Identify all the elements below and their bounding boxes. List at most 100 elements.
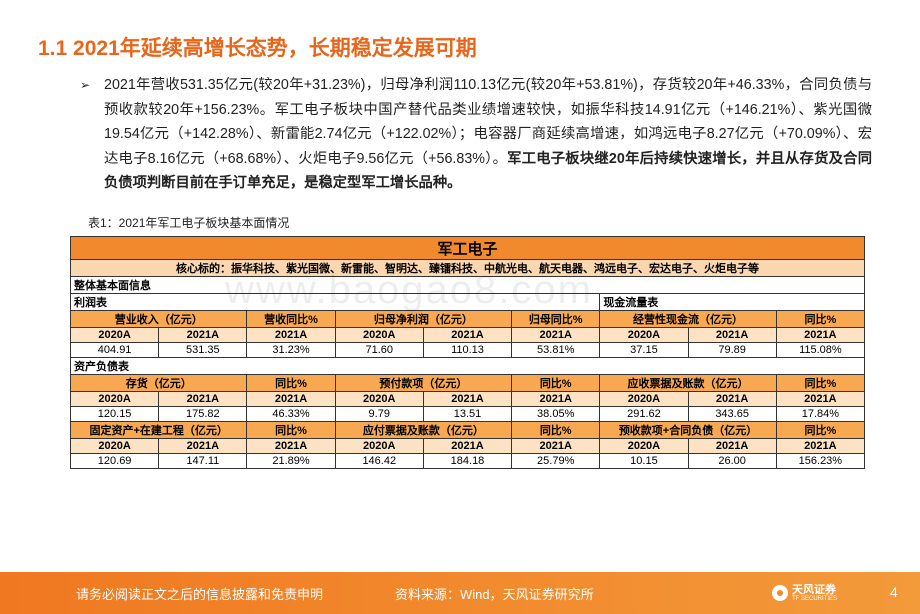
table-cell: 46.33% (246, 406, 336, 422)
table-cell: 26.00 (687, 453, 777, 469)
table-row: 固定资产+在建工程（亿元） 同比% 应付票据及账款（亿元） 同比% 预收款项+合同负债（… (69, 421, 866, 439)
table-cell: 37.15 (599, 342, 689, 358)
table-cell: 21.89% (246, 453, 336, 469)
table-row: 120.69 147.11 21.89% 146.42 184.18 25.79% 10.1… (69, 453, 866, 469)
table-cell: 2020A (334, 438, 424, 454)
table-cell: 2021A (158, 327, 248, 343)
table-cell: 归母同比% (511, 310, 601, 328)
table-cell: 同比% (511, 421, 601, 439)
table-row: 资产负债表 (70, 357, 865, 375)
disclaimer: 请务必阅读正文之后的信息披露和免责申明 (76, 587, 324, 602)
logo: 天风证券 (792, 584, 836, 596)
table-cell: 110.13 (422, 342, 513, 358)
table-cell: 归母净利润（亿元） (334, 310, 513, 328)
table-cell: 404.91 (69, 342, 160, 358)
table-cell: 53.81% (511, 342, 601, 358)
source: 资料来源：Wind，天风证券研究所 (395, 587, 594, 602)
table-cell: 2020A (69, 438, 160, 454)
table-cell: 2021A (687, 391, 777, 407)
table-row: 军工电子 (70, 236, 865, 260)
table-cell: 2020A (334, 391, 424, 407)
table-cell: 147.11 (158, 453, 248, 469)
table-cell: 2021A (422, 438, 513, 454)
table-row: 120.15 175.82 46.33% 9.79 13.51 38.05% 291.62 3… (69, 406, 866, 422)
table-cell: 2020A (599, 327, 689, 343)
table-cell: 军工电子 (70, 236, 865, 260)
table-cell: 应收票据及账款（亿元） (599, 374, 777, 392)
table-cell: 经营性现金流（亿元） (599, 310, 777, 328)
data-table: 军工电子 核心标的：振华科技、紫光国微、新雷能、智明达、臻镭科技、中航光电、航天电… (69, 236, 866, 469)
table-cell: 同比% (246, 374, 336, 392)
table-row: 存货（亿元） 同比% 预付款项（亿元） 同比% 应收票据及账款（亿元） 同比% (69, 374, 866, 392)
table-cell: 2021A (422, 391, 513, 407)
table-cell: 应付票据及账款（亿元） (334, 421, 513, 439)
table-cell: 79.89 (687, 342, 777, 358)
table-cell: 2020A (599, 438, 689, 454)
table-cell: 预付款项（亿元） (334, 374, 513, 392)
table-cell: 同比% (775, 421, 866, 439)
table-cell: 2021A (775, 391, 866, 407)
table-cell: 2021A (775, 438, 866, 454)
table-cell: 2021A (158, 391, 248, 407)
table-cell: 2020A (69, 327, 160, 343)
table-cell: 2021A (246, 327, 336, 343)
table-cell: 291.62 (599, 406, 689, 422)
table-row: 2020A 2021A 2021A 2020A 2021A 2021A 2020A 2021A… (69, 327, 866, 343)
table-cell: 资产负债表 (70, 357, 865, 375)
footer: 请务必阅读正文之后的信息披露和免责申明 资料来源：Wind，天风证券研究所 天风… (0, 572, 920, 614)
table-cell: 2021A (687, 327, 777, 343)
table-cell: 115.08% (775, 342, 866, 358)
text: 2021年营收531.35亿元(较20年+31.23%)，归母净利润110.13… (104, 77, 872, 167)
bullet-paragraph: 2021年营收531.35亿元(较20年+31.23%)，归母净利润110.13… (80, 73, 872, 196)
table-cell: 2021A (246, 391, 336, 407)
table-cell: 13.51 (422, 406, 513, 422)
table-cell: 343.65 (687, 406, 777, 422)
table-cell: 146.42 (334, 453, 424, 469)
table-cell: 营收同比% (246, 310, 336, 328)
bold-text: 军工电子板块继20年后持续快速增长，并且从存货及合同负债项判断目前在手订单充足，… (104, 150, 872, 192)
logo-en: TF SECURITIES (792, 596, 838, 602)
table-cell: 2021A (775, 327, 866, 343)
table-cell: 营业收入（亿元） (69, 310, 248, 328)
table-cell: 38.05% (511, 406, 601, 422)
table-cell: 2020A (334, 327, 424, 343)
table-cell: 同比% (775, 310, 866, 328)
caption: 表1：2021年军工电子板块基本面情况 (88, 216, 290, 230)
table-cell: 2021A (246, 438, 336, 454)
table-cell: 531.35 (158, 342, 248, 358)
table-cell: 2020A (599, 391, 689, 407)
title: 1.1 2021年延续高增长态势，长期稳定发展可期 (38, 37, 477, 60)
table-cell: 同比% (511, 374, 601, 392)
watermark: www.baogao8.com (225, 268, 593, 312)
table-cell: 71.60 (334, 342, 424, 358)
page-number: 4 (890, 584, 898, 600)
table-cell: 156.23% (775, 453, 866, 469)
table-row: 2020A 2021A 2021A 2020A 2021A 2021A 2020A 2021A… (69, 438, 866, 454)
table-cell: 2021A (687, 438, 777, 454)
table-cell: 120.69 (69, 453, 160, 469)
table-cell: 2021A (422, 327, 513, 343)
table-cell: 2021A (511, 438, 601, 454)
table-cell: 同比% (775, 374, 866, 392)
table-cell: 2021A (511, 327, 601, 343)
table-cell: 175.82 (158, 406, 248, 422)
table-cell: 25.79% (511, 453, 601, 469)
table-row: 404.91 531.35 31.23% 71.60 110.13 53.81% 37.15… (69, 342, 866, 358)
table-cell: 9.79 (334, 406, 424, 422)
table-row: 营业收入（亿元） 营收同比% 归母净利润（亿元） 归母同比% 经营性现金流（亿元） 同比% (69, 310, 866, 328)
table-cell: 31.23% (246, 342, 336, 358)
table-cell: 2020A (69, 391, 160, 407)
table-cell: 固定资产+在建工程（亿元） (69, 421, 248, 439)
table-cell: 17.84% (775, 406, 866, 422)
table-cell: 同比% (246, 421, 336, 439)
table-cell: 184.18 (422, 453, 513, 469)
logo-icon (772, 585, 788, 601)
table-row: 2020A 2021A 2021A 2020A 2021A 2021A 2020A 2021A… (69, 391, 866, 407)
table-cell: 10.15 (599, 453, 689, 469)
table-cell: 预收款项+合同负债（亿元） (599, 421, 777, 439)
table-cell: 2021A (158, 438, 248, 454)
table-cell: 存货（亿元） (69, 374, 248, 392)
table-cell: 2021A (511, 391, 601, 407)
table-cell: 120.15 (69, 406, 160, 422)
